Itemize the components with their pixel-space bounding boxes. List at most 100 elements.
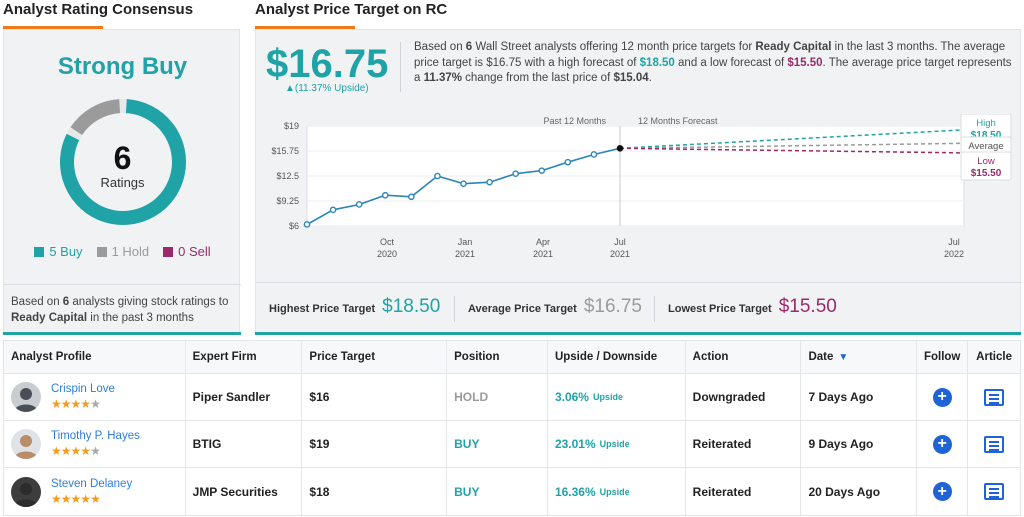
- average-target-stat: Average Price Target $16.75: [468, 296, 642, 318]
- note-prefix: Based on: [11, 296, 63, 308]
- analyst-info: Steven Delaney ★★★★★: [51, 478, 132, 506]
- price-history-point: [538, 167, 546, 174]
- price-history-point: [460, 180, 467, 187]
- position-cell: HOLD: [447, 374, 548, 420]
- analyst-name-link[interactable]: Crispin Love: [51, 383, 115, 395]
- analyst-cell: Timothy P. Hayes ★★★★★: [4, 421, 186, 467]
- action-text: Reiterated: [692, 484, 752, 499]
- average-target-value: $16.75: [583, 296, 642, 317]
- sort-desc-icon[interactable]: ▼: [838, 351, 849, 363]
- action-text: Reiterated: [692, 437, 752, 451]
- table-row: Timothy P. Hayes ★★★★★ BTIG $19 BUY 23.01% Ups…: [4, 421, 1020, 468]
- consensus-rating: Strong Buy: [57, 53, 188, 80]
- analyst-table: Analyst Profile Expert Firm Price Target…: [3, 340, 1021, 516]
- forecast-high-label: High: [976, 118, 996, 129]
- y-tick-label: $12.5: [276, 171, 299, 181]
- star-rating: ★★★★★: [51, 492, 132, 506]
- date-cell: 7 Days Ago: [801, 374, 918, 420]
- analyst-name-link[interactable]: Steven Delaney: [51, 477, 133, 490]
- header-follow: Follow: [917, 341, 969, 373]
- ratings-legend: 5 Buy 1 Hold 0 Sell: [4, 244, 241, 259]
- forecast-label: 12 Months Forecast: [638, 116, 718, 126]
- legend-sell-label: 0 Sell: [178, 244, 211, 259]
- x-tick-sublabel: 2022: [944, 249, 964, 259]
- article-icon[interactable]: [984, 435, 1005, 453]
- x-tick-sublabel: 2021: [533, 249, 553, 259]
- analyst-name-link[interactable]: Timothy P. Hayes: [51, 430, 140, 442]
- date-text: 20 Days Ago: [808, 484, 881, 499]
- note-analyst-count: 6: [62, 296, 70, 308]
- average-price-target: $16.75: [266, 42, 389, 86]
- avatar[interactable]: [11, 476, 41, 507]
- action-cell: Reiterated: [686, 468, 802, 515]
- upside-cell: 3.06% Upside: [548, 374, 686, 420]
- upside-cell: 23.01% Upside: [548, 421, 686, 467]
- ratings-donut: [60, 99, 186, 225]
- date-cell: 20 Days Ago: [801, 468, 918, 515]
- y-tick-label: $19: [284, 121, 299, 131]
- x-tick-label: Jul: [948, 237, 960, 247]
- summary-text-7: .: [648, 72, 652, 84]
- summary-last-price: $15.04: [613, 72, 649, 84]
- price-target-chart: $19 $15.75 $12.5 $9.25 $6 Past 12 Months 12 Mo…: [271, 114, 1012, 259]
- y-tick-label: $9.25: [276, 196, 299, 206]
- stat-separator: [454, 296, 455, 322]
- date-text: 9 Days Ago: [808, 437, 874, 451]
- star-icon: ★: [80, 397, 91, 411]
- forecast-average-line: [619, 142, 965, 150]
- highest-target-value: $18.50: [382, 296, 441, 317]
- y-tick-label: $15.75: [271, 146, 299, 156]
- star-icon: ★: [60, 491, 72, 506]
- summary-text-2: Wall Street analysts offering 12 month p…: [472, 41, 756, 53]
- price-target: $18: [309, 484, 330, 499]
- follow-plus-button[interactable]: +: [932, 434, 952, 454]
- article-cell: [968, 421, 1020, 467]
- follow-plus-button[interactable]: +: [932, 387, 952, 407]
- x-tick-label: Jan: [458, 237, 473, 247]
- header-analyst: Analyst Profile: [4, 341, 186, 373]
- price-history-point: [408, 193, 415, 201]
- analyst-cell: Crispin Love ★★★★★: [4, 374, 186, 420]
- article-icon[interactable]: [984, 388, 1005, 406]
- legend-hold: 1 Hold: [96, 244, 149, 259]
- expert-firm: BTIG: [192, 437, 222, 451]
- summary-text-1: Based on: [414, 41, 466, 53]
- avatar[interactable]: [11, 429, 41, 459]
- summary-company: Ready Capital: [755, 41, 832, 53]
- date-text: 7 Days Ago: [808, 390, 874, 404]
- analyst-cell: Steven Delaney ★★★★★: [4, 468, 186, 515]
- expert-firm: JMP Securities: [192, 484, 278, 499]
- summary-text-5: . The average price target represents a: [414, 56, 1012, 85]
- position-badge: BUY: [454, 437, 480, 451]
- star-icon: ★: [80, 444, 91, 458]
- price-history-point: [590, 151, 598, 158]
- summary-high: $18.50: [639, 56, 675, 69]
- forecast-low-box: [960, 151, 1012, 181]
- summary-low: $15.50: [787, 56, 823, 69]
- legend-buy-label: 5 Buy: [49, 244, 83, 259]
- price-target: $19: [309, 437, 330, 451]
- forecast-low-label: Low: [977, 156, 995, 167]
- header-position: Position: [447, 341, 548, 373]
- price-target-bottom-accent: [255, 332, 1021, 335]
- header-date[interactable]: Date ▼: [801, 341, 918, 373]
- star-icon: ★: [90, 397, 101, 411]
- avatar[interactable]: [11, 382, 41, 412]
- position-badge: BUY: [454, 484, 480, 499]
- follow-cell: +: [917, 374, 969, 420]
- average-target-label: Average Price Target: [468, 303, 577, 315]
- consensus-panel: Strong Buy 6 Ratings 5 Buy 1 Hold 0 Sell…: [3, 29, 241, 335]
- ratings-count: 6: [113, 140, 132, 176]
- article-icon[interactable]: [984, 483, 1005, 500]
- legend-hold-swatch: [96, 246, 107, 257]
- forecast-low-line: [619, 147, 965, 154]
- price-target-panel: $16.75 ▲(11.37% Upside) Based on 6 Wall …: [255, 29, 1022, 335]
- x-tick-label: Oct: [380, 237, 395, 247]
- firm-cell: BTIG: [186, 421, 303, 467]
- last-price-point: [616, 145, 624, 152]
- follow-plus-button[interactable]: +: [932, 482, 952, 501]
- forecast-average-label: Average: [968, 141, 1003, 152]
- consensus-title: Analyst Rating Consensus: [3, 1, 194, 18]
- star-icon: ★: [90, 444, 101, 458]
- consensus-divider: [4, 284, 241, 285]
